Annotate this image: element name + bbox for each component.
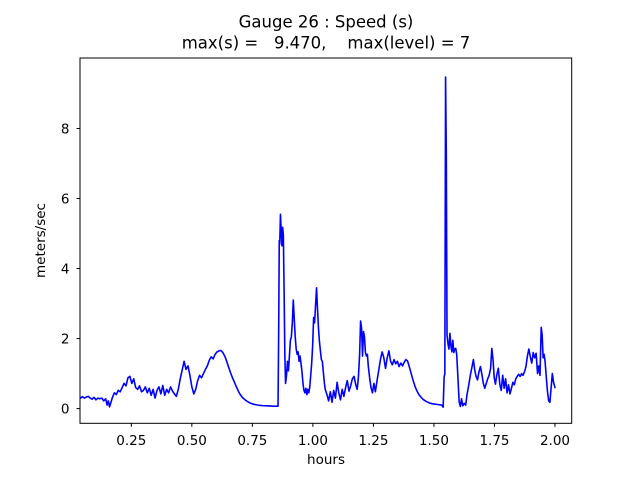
x-axis-ticks: 0.25 0.50 0.75 1.00 1.25 1.50 1.75 2.00 (116, 423, 570, 449)
speed-line (79, 76, 556, 408)
x-tick-label: 2.00 (540, 433, 570, 449)
x-tick-label: 1.75 (479, 433, 509, 449)
y-tick-label: 2 (61, 332, 70, 348)
y-tick-label: 0 (61, 402, 70, 418)
x-tick-label: 0.50 (177, 433, 207, 449)
plot-border (79, 57, 573, 424)
x-axis-label: hours (307, 452, 345, 468)
y-axis-ticks: 0 2 4 6 8 (61, 122, 80, 418)
x-tick-label: 1.50 (419, 433, 449, 449)
chart-title: Gauge 26 : Speed (s) (239, 13, 414, 32)
y-tick-label: 6 (61, 192, 70, 208)
chart-subtitle: max(s) = 9.470, max(level) = 7 (182, 34, 471, 53)
y-axis-label: meters/sec (33, 203, 49, 278)
x-tick-label: 0.75 (237, 433, 267, 449)
x-tick-label: 1.00 (298, 433, 328, 449)
y-tick-label: 4 (61, 262, 70, 278)
y-tick-label: 8 (61, 122, 70, 138)
x-tick-label: 1.25 (358, 433, 388, 449)
x-tick-label: 0.25 (116, 433, 146, 449)
